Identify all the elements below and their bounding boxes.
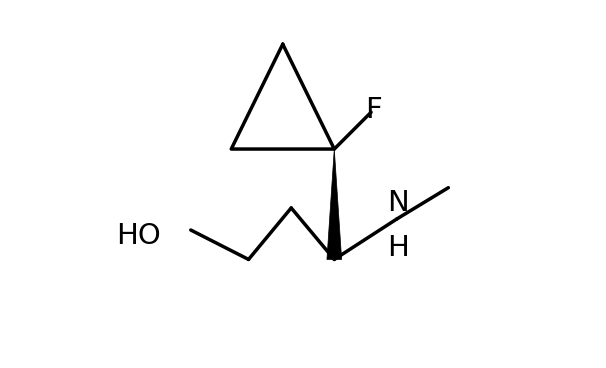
Text: HO: HO	[116, 222, 161, 250]
Polygon shape	[327, 149, 342, 259]
Text: F: F	[365, 96, 382, 124]
Text: H: H	[387, 234, 408, 262]
Text: N: N	[387, 189, 408, 217]
